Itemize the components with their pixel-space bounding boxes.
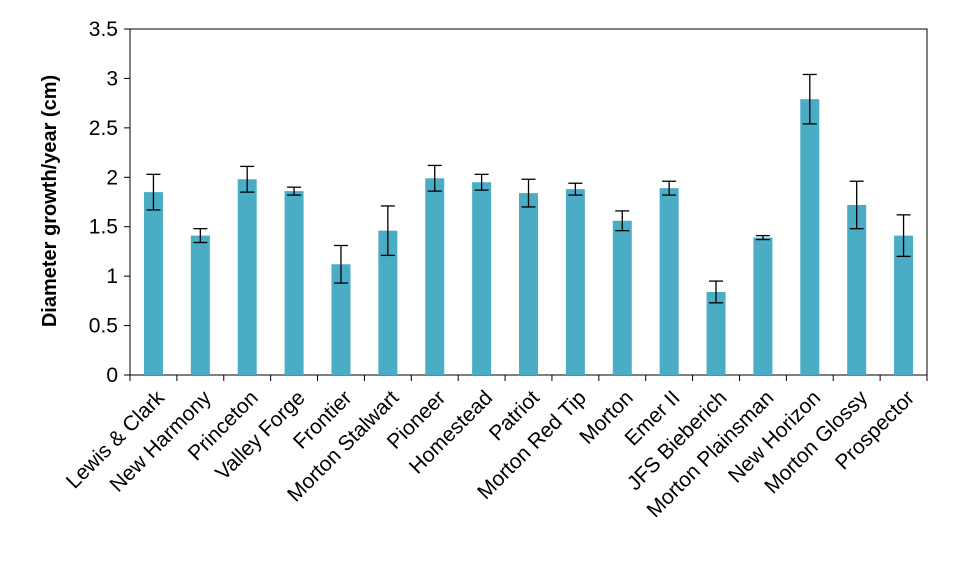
y-tick-label: 1.5 xyxy=(89,216,118,239)
error-bar xyxy=(240,165,255,193)
bar xyxy=(894,235,914,375)
error-bar xyxy=(755,234,770,241)
bar xyxy=(565,189,585,375)
bar xyxy=(659,188,679,375)
bar xyxy=(331,264,351,375)
error-bar xyxy=(849,180,864,230)
bars xyxy=(143,99,914,375)
bar xyxy=(800,99,820,375)
error-bar xyxy=(146,173,161,211)
bar xyxy=(190,235,210,375)
y-tick-label: 0.5 xyxy=(89,315,118,338)
bar xyxy=(753,237,773,375)
y-tick-labels: 0 0.5 1 1.5 2 2.5 3 3.5 xyxy=(89,18,118,387)
bar xyxy=(706,291,726,375)
error-bar xyxy=(568,182,583,196)
bar xyxy=(284,191,304,375)
y-tick-label: 3.5 xyxy=(89,18,118,41)
bar xyxy=(847,204,867,375)
bar xyxy=(378,230,398,375)
error-bar xyxy=(380,205,395,257)
error-bar xyxy=(615,210,630,232)
error-bar xyxy=(896,214,911,258)
y-tick-label: 1 xyxy=(106,265,118,288)
bar xyxy=(612,220,632,375)
error-bar xyxy=(709,280,724,304)
error-bar xyxy=(521,178,536,208)
error-bar xyxy=(802,73,817,125)
error-bars xyxy=(146,73,911,304)
error-bar xyxy=(427,164,442,192)
bar xyxy=(143,192,163,375)
axes xyxy=(124,28,928,381)
bar xyxy=(237,179,257,375)
y-tick-label: 2.5 xyxy=(89,117,118,140)
bar xyxy=(472,182,492,375)
error-bar xyxy=(193,228,208,244)
error-bar xyxy=(662,180,677,196)
y-axis-title: Diameter growth/year (cm) xyxy=(39,75,61,327)
error-bar xyxy=(333,244,348,284)
y-tick-label: 2 xyxy=(106,166,118,189)
bar xyxy=(425,178,445,375)
error-bar xyxy=(474,173,489,191)
error-bar xyxy=(287,186,302,196)
y-tick-label: 3 xyxy=(106,67,118,90)
bar xyxy=(519,193,538,375)
y-tick-label: 0 xyxy=(106,364,118,387)
